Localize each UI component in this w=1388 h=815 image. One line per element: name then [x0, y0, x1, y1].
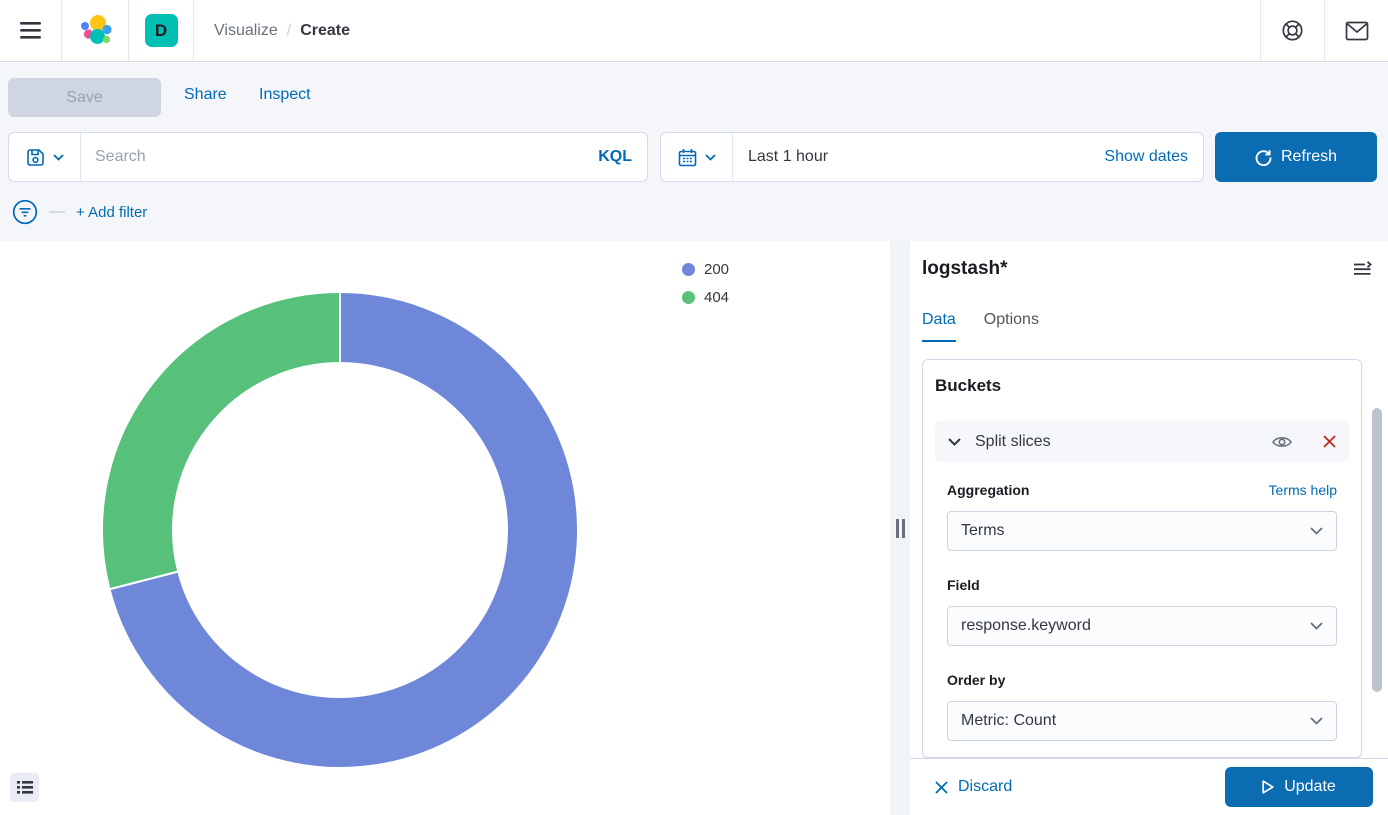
refresh-label: Refresh [1280, 148, 1338, 165]
chevron-down-icon [1310, 717, 1323, 725]
space-avatar: D [144, 14, 178, 47]
split-slices-label: Split slices [975, 432, 1051, 450]
editor-panel: logstash* Data Options Buckets [910, 241, 1388, 815]
breadcrumb-visualize[interactable]: Visualize [214, 21, 278, 39]
chevron-down-icon [1310, 622, 1323, 630]
update-button[interactable]: Update [1225, 767, 1373, 807]
breadcrumb-separator: / [286, 21, 292, 39]
legend-dot [682, 263, 695, 276]
chart-legend: 200 404 [682, 261, 729, 306]
breadcrumb-create: Create [300, 21, 351, 39]
header-divider [193, 0, 194, 61]
buckets-card: Buckets Split slices [922, 359, 1362, 758]
save-button[interactable]: Save [8, 78, 161, 117]
menu-right-icon [1354, 261, 1372, 275]
main-content: 200 404 logstash* [0, 241, 1388, 815]
discard-button[interactable]: Discard [935, 778, 1012, 796]
aggregation-select[interactable]: Terms [947, 511, 1337, 551]
eye-icon [1272, 436, 1292, 447]
editor-tabs: Data Options [922, 311, 1039, 342]
date-quick-menu-button[interactable] [661, 133, 733, 181]
editor-footer: Discard Update [910, 758, 1388, 815]
split-slices-row[interactable]: Split slices [935, 421, 1349, 462]
filter-dash [49, 211, 65, 213]
play-icon [1262, 780, 1274, 794]
top-header-bar: D Visualize / Create [0, 0, 1388, 62]
show-dates-button[interactable]: Show dates [1104, 148, 1188, 165]
query-language-button[interactable]: KQL [598, 148, 632, 165]
header-divider [61, 0, 62, 61]
saved-query-menu-button[interactable] [9, 133, 81, 181]
field-label: Field [947, 577, 980, 593]
donut-chart[interactable] [100, 290, 580, 770]
terms-help-link[interactable]: Terms help [1268, 482, 1337, 498]
chevron-down-icon [948, 437, 961, 446]
tab-data[interactable]: Data [922, 311, 956, 342]
resizer-handle-icon [895, 518, 905, 538]
buckets-title: Buckets [935, 376, 1002, 395]
donut-slice-200[interactable] [108, 290, 579, 769]
header-divider [1260, 0, 1261, 61]
aggregation-label: Aggregation [947, 482, 1030, 498]
legend-toggle-button[interactable] [10, 773, 39, 802]
date-picker: Last 1 hour Show dates [660, 132, 1204, 182]
legend-dot [682, 291, 695, 304]
add-filter-button[interactable]: + Add filter [76, 203, 148, 221]
search-input[interactable] [81, 133, 599, 181]
chevron-down-icon [52, 153, 64, 161]
filter-bar: + Add filter [12, 199, 147, 225]
order-by-label: Order by [947, 672, 1006, 688]
refresh-icon [1255, 149, 1272, 166]
save-query-icon [26, 148, 44, 166]
legend-item-404[interactable]: 404 [682, 289, 729, 306]
field-select[interactable]: response.keyword [947, 606, 1337, 646]
filter-icon[interactable] [12, 199, 38, 225]
mail-icon [1345, 21, 1368, 40]
field-label-row: Field [947, 577, 1337, 593]
elastic-logo-button[interactable] [62, 0, 128, 61]
tab-options[interactable]: Options [983, 311, 1039, 328]
collapse-panel-button[interactable] [1353, 261, 1372, 279]
elastic-logo-icon [80, 15, 112, 44]
refresh-button[interactable]: Refresh [1215, 132, 1377, 182]
close-icon [1323, 435, 1336, 448]
aggregation-label-row: Aggregation Terms help [947, 482, 1337, 498]
header-divider [1324, 0, 1325, 61]
space-selector[interactable]: D [129, 0, 193, 61]
list-icon [16, 781, 33, 794]
order-by-label-row: Order by [947, 672, 1337, 688]
help-icon [1282, 20, 1303, 41]
index-pattern-title: logstash* [922, 258, 1008, 279]
hamburger-icon [20, 22, 41, 39]
panel-resizer[interactable] [890, 241, 910, 815]
inspect-button[interactable]: Inspect [259, 86, 311, 103]
toolbar-chrome: Save Share Inspect KQL [0, 63, 1388, 241]
order-by-select[interactable]: Metric: Count [947, 701, 1337, 741]
close-icon [935, 780, 948, 794]
share-button[interactable]: Share [184, 86, 227, 103]
chevron-down-icon [704, 153, 716, 161]
legend-item-200[interactable]: 200 [682, 261, 729, 278]
legend-label: 200 [704, 261, 730, 278]
panel-scrollbar[interactable] [1372, 408, 1382, 692]
header-divider [128, 0, 129, 61]
calendar-icon [678, 148, 696, 166]
donut-slice-404[interactable] [101, 290, 341, 591]
remove-bucket-button[interactable] [1323, 435, 1336, 448]
visualization-area: 200 404 [0, 241, 890, 815]
time-range-value[interactable]: Last 1 hour [748, 148, 829, 165]
query-bar: KQL [8, 132, 648, 182]
help-button[interactable] [1261, 0, 1324, 61]
newsfeed-button[interactable] [1325, 0, 1388, 61]
toggle-visibility-button[interactable] [1272, 435, 1292, 449]
menu-button[interactable] [0, 0, 61, 61]
legend-label: 404 [704, 289, 730, 306]
chevron-down-icon [1310, 527, 1323, 535]
breadcrumb: Visualize / Create [194, 22, 350, 40]
